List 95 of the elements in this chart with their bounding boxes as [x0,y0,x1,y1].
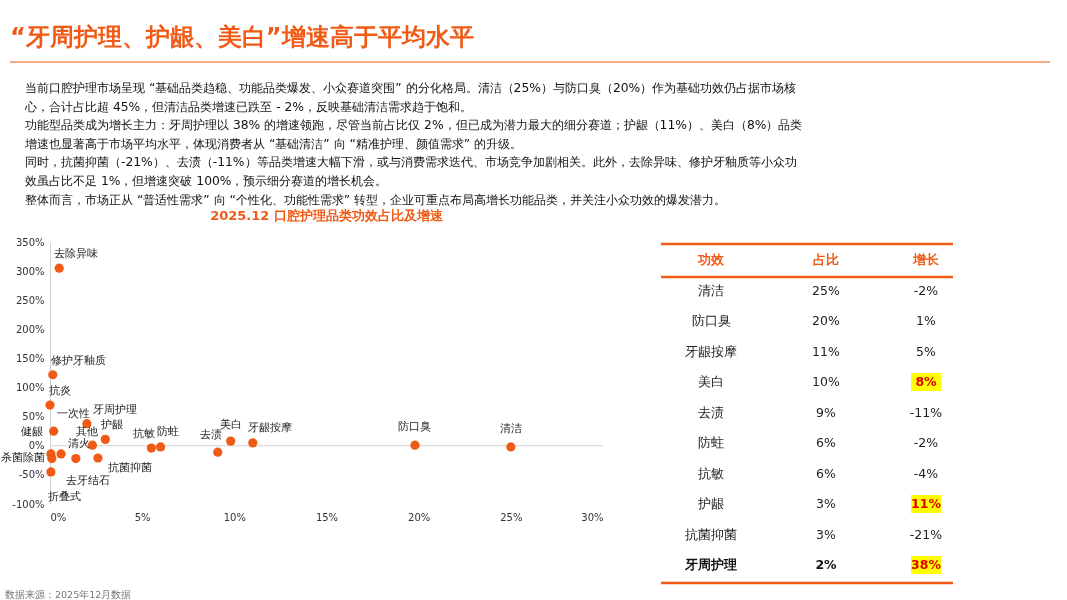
y-tick-label: 350% [15,236,45,248]
text: 2% [815,557,838,572]
y-tick-label: 50% [22,411,45,423]
text: 同时，抗菌抑菌（-21%）、去渍（-11%）等品类增速大幅下滑，或与消费需求迭代、市场竞争加剧相关。此外，去除异味、修护牙釉质等小众功 [25,155,797,170]
text: 1% [916,313,937,328]
point [248,438,258,448]
point [45,400,55,410]
y-tick-label: 200% [15,323,45,335]
text: 抗敏 [698,465,724,481]
text: 清洁 [698,282,724,298]
text: 去渍 [698,404,724,420]
text: 功能型品类成为增长主力：牙周护理以 38% 的增速领跑，尽管当前占比仅 2%，但已成为潜力最大的细分赛道；护龈（11%）、美白（8%）品类 [25,118,803,133]
annotation: 杀菌除菌 [0,450,45,463]
x-tick-label: 5% [134,511,151,523]
text: 11% [812,343,841,359]
text: 11% [911,496,942,511]
text: 功效 [697,252,725,267]
y-tick-label: -100% [12,498,45,510]
point [213,447,223,457]
point [46,467,56,477]
text: 护龈 [697,496,724,511]
annotation: 防口臭 [398,420,432,433]
point [146,443,156,453]
text: 38% [911,557,942,572]
y-tick-label: 250% [15,294,45,306]
x-tick-label: 10% [223,511,246,523]
text: 5% [916,343,937,359]
point [49,426,59,436]
y-tick-label: 150% [15,352,45,364]
x-tick-label: 15% [315,511,339,523]
point [100,434,110,444]
point [48,370,58,380]
annotation: 抗炎 [49,384,71,397]
point [56,449,66,459]
annotation: 去牙结石 [65,473,110,486]
annotation: 抗菌抑菌 [107,461,152,473]
source-note: 数据来源：2025年12月数据 [5,589,132,600]
point [506,442,516,452]
text: 8% [915,374,938,389]
point [410,440,420,450]
text: 效虽占比不足 1%，但增速突破 100%，预示细分赛道的增长机会。 [25,174,388,188]
text: 整体而言，市场正从 “普适性需求” 向 “个性化、功能性需求” 转型，企业可重点布局高增长功能品类，并关注小众功效的爆发潜力。 [25,192,727,207]
y-tick-label: 100% [15,382,45,394]
text: 牙周护理 [684,557,737,572]
annotation: 牙龈按摩 [247,420,292,433]
text: 6% [816,435,837,450]
point [155,442,166,452]
point [93,453,103,463]
text: 防口臭 [691,313,731,328]
x-tick-label: 20% [408,511,431,523]
text: 心，合计占比超 45%，但清洁品类增速已跌至 - 2%，反映基础清洁需求趋于饱和。 [24,99,473,114]
annotation: 护龈 [100,418,124,431]
text: 25% [812,282,841,298]
y-tick-label: 0% [28,440,45,452]
annotation: 修护牙釉质 [50,353,106,366]
text: 占比 [813,252,839,267]
text: -21% [909,526,943,542]
text: 抗菌抑菌 [685,526,737,542]
y-tick-label: 300% [15,265,45,277]
annotation: 去除异味 [54,247,99,260]
chart-title: 2025.12 口腔护理品类功效占比及增速 [210,208,444,223]
text: -4% [913,465,939,481]
annotation: 清洁 [499,421,522,434]
text: 防蛀 [698,435,724,450]
x-tick-label: 30% [581,511,604,523]
annotation: 去渍 [199,428,222,441]
text: -2% [913,435,939,450]
x-tick-label: 25% [500,511,523,523]
text: “牙周护理、护龈、美白”增速高于平均水平 [10,23,474,51]
text: -11% [909,404,943,420]
text: 9% [816,404,837,420]
text: 3% [816,526,837,542]
text: 20% [812,313,841,328]
text: 增速也显著高于市场平均水平，体现消费者从 “基础清洁” 向 “精准护理、颜值需求” 的升级。 [24,136,523,151]
text: -2% [913,282,939,298]
point [54,263,64,273]
point [226,436,236,446]
annotation: 清火 [67,436,90,449]
text: 3% [816,496,837,511]
annotation: 其他 [76,425,99,438]
x-tick-label: 0% [50,511,67,523]
text: 10% [812,374,841,389]
annotation: 一次性 [56,407,90,420]
text: 6% [816,465,837,481]
point [71,453,81,464]
annotation: 牙周护理 [92,402,137,415]
annotation: 抗敏 [133,427,156,440]
y-tick-label: -50% [18,469,45,481]
text: 美白 [698,374,724,389]
annotation: 防蛀 [156,424,179,437]
annotation: 健龈 [21,424,44,437]
text: 增长 [912,252,940,267]
annotation: 折叠式 [47,489,81,502]
text: 当前口腔护理市场呈现 “基础品类趋稳、功能品类爆发、小众赛道突围” 的分化格局。清洁（25%）与防口臭（20%）作为基础功效仍占据市场核 [25,81,797,95]
text: 牙龈按摩 [685,343,737,359]
